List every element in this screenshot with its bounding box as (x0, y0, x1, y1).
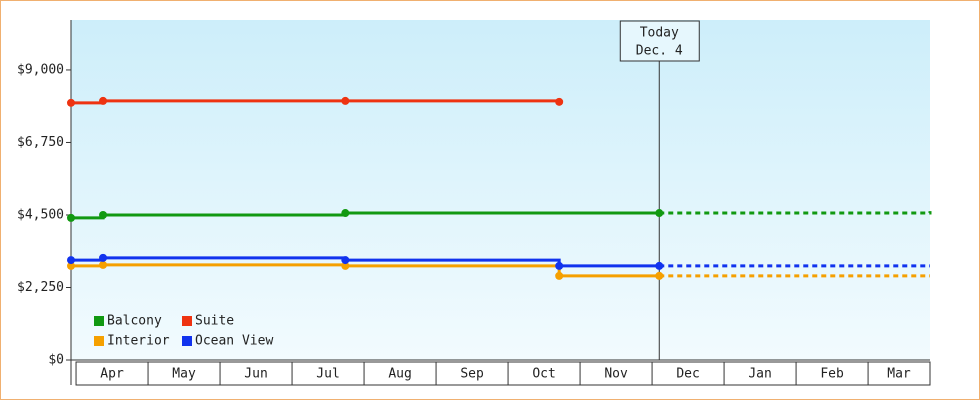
legend-swatch (94, 316, 104, 326)
legend-label: Ocean View (195, 334, 273, 349)
data-point (555, 97, 564, 106)
today-box (619, 20, 700, 62)
y-tick-label: $4,500 (17, 207, 64, 222)
data-point (655, 209, 664, 218)
legend-label: Interior (107, 334, 170, 349)
today-date: Dec. 4 (636, 44, 683, 59)
data-point (67, 256, 75, 265)
data-point (67, 261, 75, 270)
data-point (555, 261, 564, 270)
x-tick-label: Oct (532, 367, 555, 382)
legend-swatch (182, 336, 192, 346)
data-point (99, 96, 108, 105)
y-tick-label: $2,250 (17, 280, 64, 295)
plot-area (71, 20, 930, 360)
today-label: Today (640, 26, 679, 41)
x-tick-label: Dec (676, 367, 699, 382)
data-point (67, 213, 75, 222)
x-tick-label: Jan (748, 367, 771, 382)
data-point (555, 271, 564, 280)
data-point (341, 209, 350, 218)
x-tick-label: Jun (244, 367, 267, 382)
data-point (655, 271, 664, 280)
x-tick-label: Mar (887, 367, 911, 382)
data-point (99, 210, 108, 219)
legend-swatch (94, 336, 104, 346)
x-tick-label: Nov (604, 367, 628, 382)
x-tick-label: Sep (460, 367, 484, 382)
data-point (67, 98, 75, 107)
data-point (341, 256, 350, 265)
series-line (659, 211, 932, 215)
x-tick-label: Feb (820, 367, 844, 382)
y-tick-label: $9,000 (17, 62, 64, 77)
series-line (103, 263, 347, 267)
x-axis-band (75, 361, 931, 386)
x-tick-label: Apr (100, 367, 124, 382)
y-tick-label: $0 (48, 353, 64, 368)
data-point (99, 260, 108, 269)
series-line (345, 99, 561, 103)
data-point (655, 261, 664, 270)
data-point (341, 96, 350, 105)
series-line (71, 264, 105, 268)
x-tick-label: May (172, 367, 196, 382)
legend-swatch (182, 316, 192, 326)
data-point (341, 261, 350, 270)
legend-label: Suite (195, 314, 234, 329)
data-point (99, 253, 108, 262)
x-tick-label: Jul (316, 367, 339, 382)
legend-label: Balcony (107, 314, 162, 329)
x-tick-label: Aug (388, 367, 411, 382)
y-tick-label: $6,750 (17, 135, 64, 150)
